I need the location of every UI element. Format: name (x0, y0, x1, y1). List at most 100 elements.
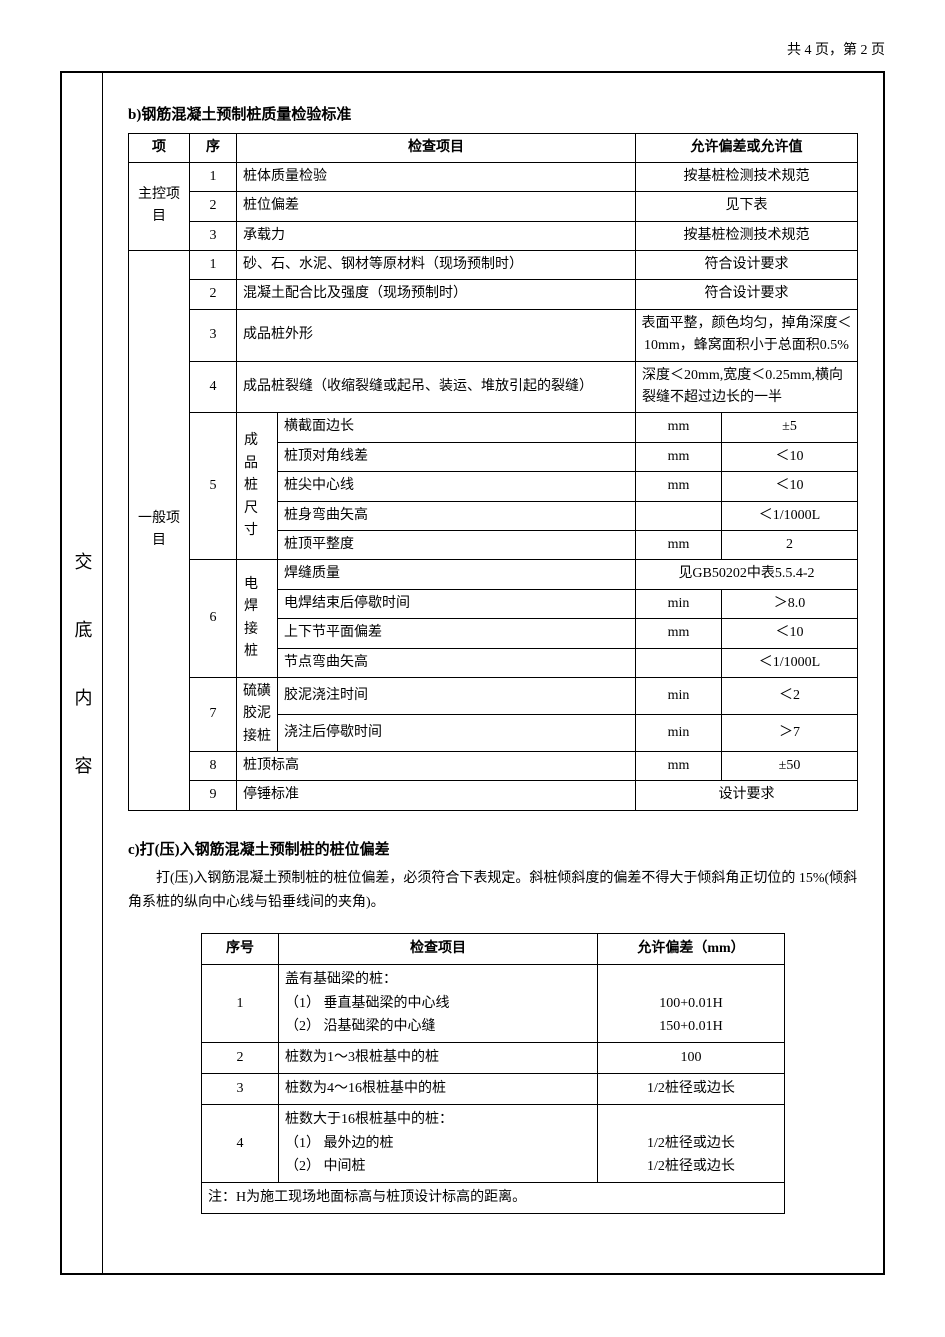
group-label: 硫磺胶泥接桩 (237, 677, 278, 751)
seq: 1 (190, 251, 237, 280)
th-category: 项 (129, 133, 190, 162)
tol: 按基桩检测技术规范 (636, 162, 858, 191)
seq: 3 (190, 309, 237, 361)
seq: 3 (202, 1073, 279, 1104)
table-header-row: 项 序 检查项目 允许偏差或允许值 (129, 133, 858, 162)
subitem: 焊缝质量 (278, 560, 636, 589)
table-row: 1 盖有基础梁的桩： （1） 垂直基础梁的中心线 （2） 沿基础梁的中心缝 10… (202, 964, 785, 1042)
seq: 3 (190, 221, 237, 250)
val: 2 (722, 530, 858, 559)
tol: 符合设计要求 (636, 251, 858, 280)
unit: mm (636, 619, 722, 648)
unit (636, 501, 722, 530)
item: 成品桩外形 (237, 309, 636, 361)
deviation-table: 序号 检查项目 允许偏差（mm） 1 盖有基础梁的桩： （1） 垂直基础梁的中心… (201, 933, 785, 1214)
subitem: 横截面边长 (278, 413, 636, 442)
unit: mm (636, 472, 722, 501)
th-seq: 序号 (202, 933, 279, 964)
item: 承载力 (237, 221, 636, 250)
item: 桩数为4～16根桩基中的桩 (279, 1073, 598, 1104)
th-tol: 允许偏差（mm） (598, 933, 785, 964)
tol: 设计要求 (636, 781, 858, 810)
cat-main: 主控项目 (129, 162, 190, 250)
table-row: 4 成品桩裂缝（收缩裂缝或起吊、装运、堆放引起的裂缝） 深度＜20mm,宽度＜0… (129, 361, 858, 413)
table-row: 3 桩数为4～16根桩基中的桩 1/2桩径或边长 (202, 1073, 785, 1104)
val: ＜1/1000L (722, 648, 858, 677)
tol: 表面平整，颜色均匀，掉角深度＜10mm，蜂窝面积小于总面积0.5% (636, 309, 858, 361)
val: 见GB50202中表5.5.4-2 (636, 560, 858, 589)
seq: 6 (190, 560, 237, 678)
item: 成品桩裂缝（收缩裂缝或起吊、装运、堆放引起的裂缝） (237, 361, 636, 413)
table-row: 一般项目 1 砂、石、水泥、钢材等原材料（现场预制时） 符合设计要求 (129, 251, 858, 280)
unit (636, 648, 722, 677)
th-item: 检查项目 (237, 133, 636, 162)
item: 桩数大于16根桩基中的桩： （1） 最外边的桩 （2） 中间桩 (279, 1104, 598, 1182)
val: ＜10 (722, 472, 858, 501)
unit: mm (636, 442, 722, 471)
unit: min (636, 589, 722, 618)
item: 桩顶标高 (237, 752, 636, 781)
th-tol: 允许偏差或允许值 (636, 133, 858, 162)
item: 停锤标准 (237, 781, 636, 810)
seq: 7 (190, 677, 237, 751)
seq: 1 (202, 964, 279, 1042)
th-item: 检查项目 (279, 933, 598, 964)
table-row: 主控项目 1 桩体质量检验 按基桩检测技术规范 (129, 162, 858, 191)
unit: min (636, 715, 722, 752)
content-frame: 交底内容 b)钢筋混凝土预制桩质量检验标准 项 序 检查项目 允许偏差或允许值 … (60, 71, 885, 1275)
val: ±5 (722, 413, 858, 442)
cat-general: 一般项目 (129, 251, 190, 811)
table-row: 2 桩数为1～3根桩基中的桩 100 (202, 1043, 785, 1074)
val: ±50 (722, 752, 858, 781)
table-row: 4 桩数大于16根桩基中的桩： （1） 最外边的桩 （2） 中间桩 1/2桩径或… (202, 1104, 785, 1182)
tol: 按基桩检测技术规范 (636, 221, 858, 250)
main-content: b)钢筋混凝土预制桩质量检验标准 项 序 检查项目 允许偏差或允许值 主控项目 … (103, 73, 883, 1273)
footnote: 注：H为施工现场地面标高与桩顶设计标高的距离。 (202, 1183, 785, 1214)
item: 桩数为1～3根桩基中的桩 (279, 1043, 598, 1074)
tol: 1/2桩径或边长 (598, 1073, 785, 1104)
val: ＜2 (722, 677, 858, 714)
tol: 100+0.01H 150+0.01H (598, 964, 785, 1042)
seq: 2 (202, 1043, 279, 1074)
val: ＜10 (722, 619, 858, 648)
subitem: 浇注后停歇时间 (278, 715, 636, 752)
item: 砂、石、水泥、钢材等原材料（现场预制时） (237, 251, 636, 280)
item: 盖有基础梁的桩： （1） 垂直基础梁的中心线 （2） 沿基础梁的中心缝 (279, 964, 598, 1042)
item: 桩体质量检验 (237, 162, 636, 191)
unit: min (636, 677, 722, 714)
table-row: 8 桩顶标高 mm ±50 (129, 752, 858, 781)
group-label: 电焊接桩 (237, 560, 278, 678)
table-row: 5 成品桩尺寸 横截面边长 mm ±5 (129, 413, 858, 442)
side-label: 交底内容 (62, 73, 103, 1273)
seq: 9 (190, 781, 237, 810)
table-row: 2 桩位偏差 见下表 (129, 192, 858, 221)
tol: 符合设计要求 (636, 280, 858, 309)
subitem: 桩顶平整度 (278, 530, 636, 559)
item: 桩位偏差 (237, 192, 636, 221)
seq: 1 (190, 162, 237, 191)
seq: 2 (190, 192, 237, 221)
table-row: 9 停锤标准 设计要求 (129, 781, 858, 810)
table-row: 2 混凝土配合比及强度（现场预制时） 符合设计要求 (129, 280, 858, 309)
unit: mm (636, 752, 722, 781)
subitem: 电焊结束后停歇时间 (278, 589, 636, 618)
group-label: 成品桩尺寸 (237, 413, 278, 560)
tol: 见下表 (636, 192, 858, 221)
th-seq: 序 (190, 133, 237, 162)
quality-table: 项 序 检查项目 允许偏差或允许值 主控项目 1 桩体质量检验 按基桩检测技术规… (128, 133, 858, 811)
seq: 4 (202, 1104, 279, 1182)
section-b-title: b)钢筋混凝土预制桩质量检验标准 (128, 104, 858, 127)
tol: 深度＜20mm,宽度＜0.25mm,横向裂缝不超过边长的一半 (636, 361, 858, 413)
table-row: 6 电焊接桩 焊缝质量 见GB50202中表5.5.4-2 (129, 560, 858, 589)
subitem: 胶泥浇注时间 (278, 677, 636, 714)
subitem: 节点弯曲矢高 (278, 648, 636, 677)
seq: 8 (190, 752, 237, 781)
subitem: 桩尖中心线 (278, 472, 636, 501)
subitem: 桩顶对角线差 (278, 442, 636, 471)
table-header-row: 序号 检查项目 允许偏差（mm） (202, 933, 785, 964)
val: ＞8.0 (722, 589, 858, 618)
section-c-title: c)打(压)入钢筋混凝土预制桩的桩位偏差 (128, 839, 858, 862)
subitem: 上下节平面偏差 (278, 619, 636, 648)
seq: 2 (190, 280, 237, 309)
unit: mm (636, 413, 722, 442)
